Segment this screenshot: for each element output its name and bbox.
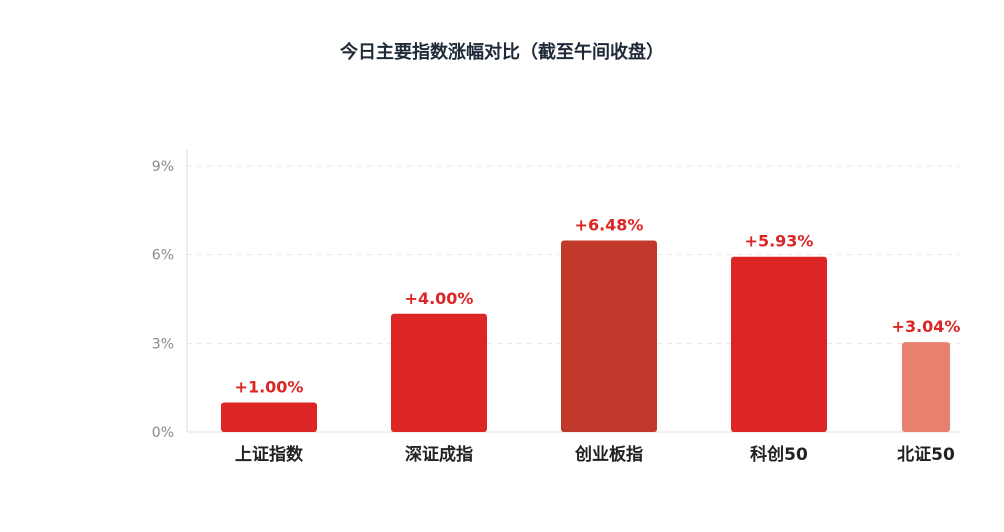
category-label-3: 科创50 bbox=[750, 444, 808, 465]
category-label-4: 北证50 bbox=[897, 445, 955, 465]
y-tick-label-0: 0% bbox=[152, 425, 174, 441]
chart-title: 今日主要指数涨幅对比（截至午间收盘） bbox=[340, 42, 664, 63]
value-label-0: +1.00% bbox=[235, 377, 304, 396]
value-label-4: +3.04% bbox=[892, 317, 961, 336]
category-label-2: 创业板指 bbox=[574, 444, 643, 465]
bar-3 bbox=[731, 256, 827, 432]
category-label-1: 深证成指 bbox=[405, 444, 473, 465]
bar-1 bbox=[391, 313, 487, 432]
bar-0 bbox=[221, 402, 317, 432]
y-tick-label-2: 6% bbox=[152, 248, 174, 264]
value-label-1: +4.00% bbox=[405, 289, 474, 308]
value-label-2: +6.48% bbox=[575, 215, 644, 234]
y-tick-label-3: 9% bbox=[152, 159, 174, 175]
value-label-3: +5.93% bbox=[745, 232, 814, 251]
y-tick-label-1: 3% bbox=[152, 336, 174, 352]
bar-4 bbox=[902, 342, 950, 432]
category-label-0: 上证指数 bbox=[235, 444, 304, 465]
bar-2 bbox=[561, 240, 657, 432]
